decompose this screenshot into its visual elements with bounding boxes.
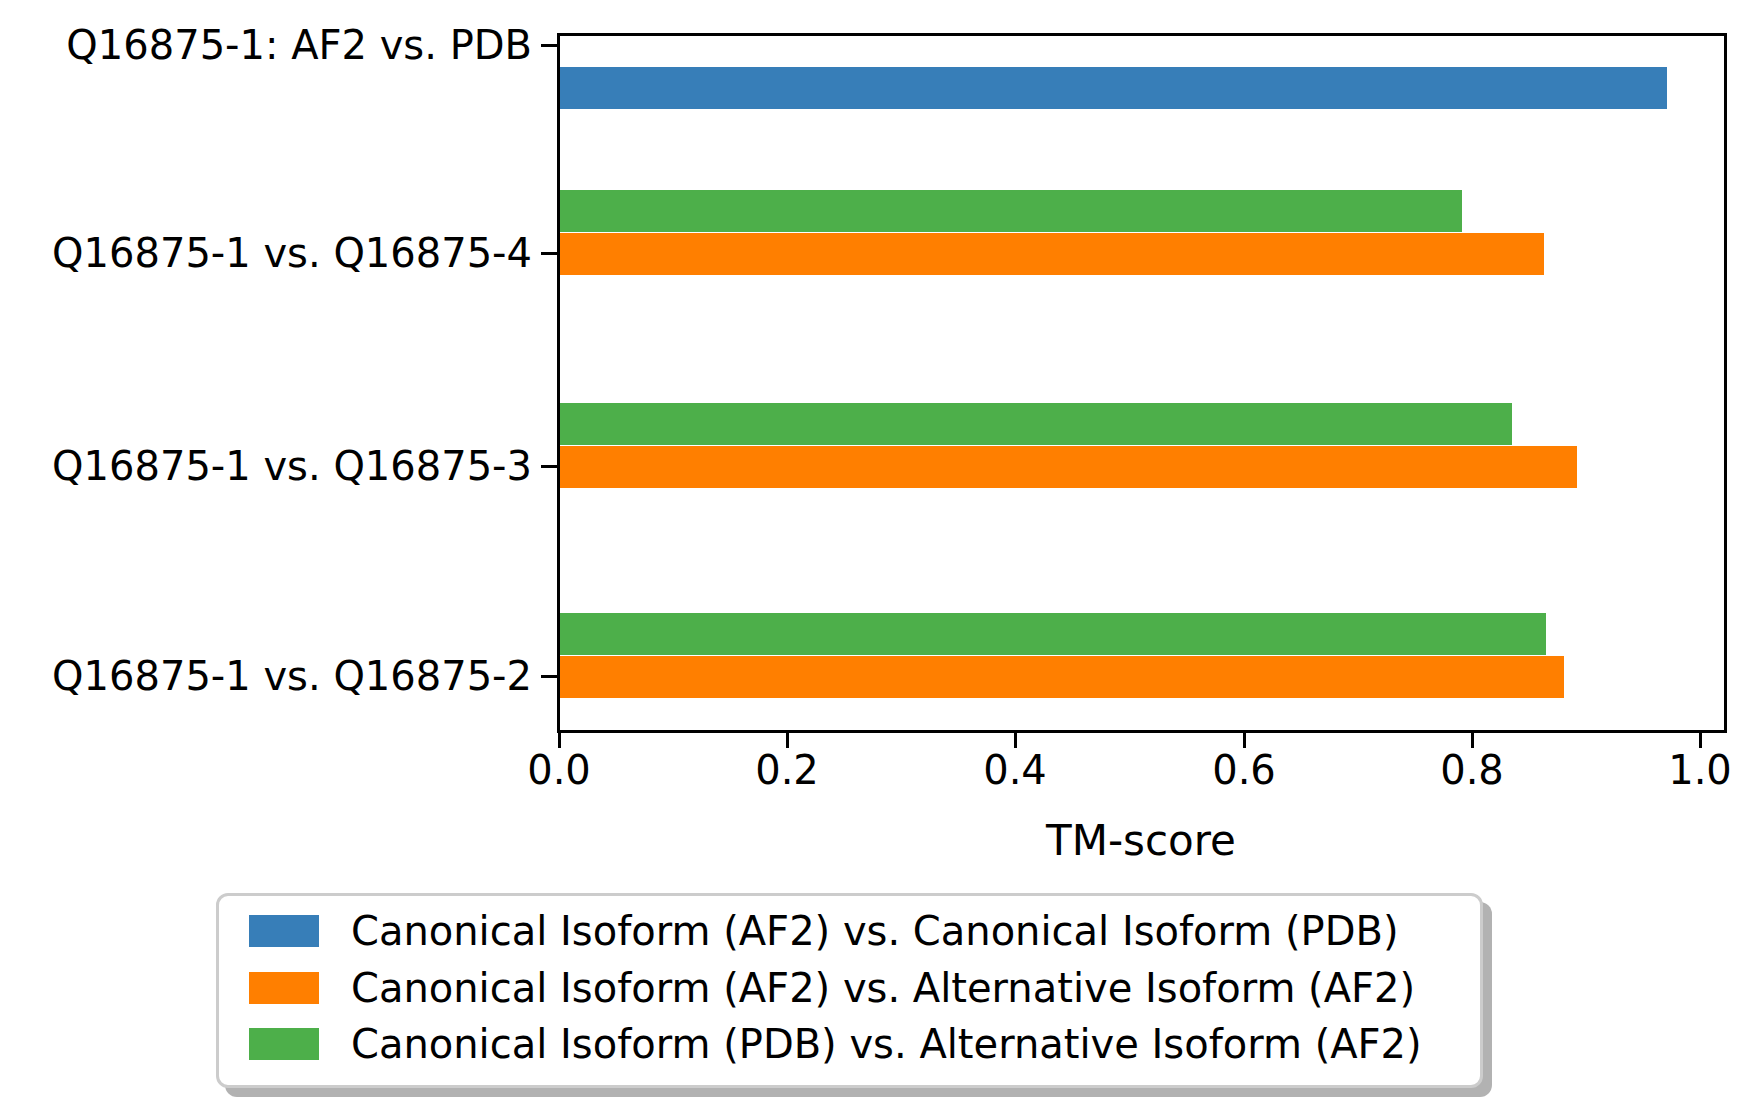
bar-3-series-1 xyxy=(559,656,1564,698)
x-axis-tick-label: 0.4 xyxy=(945,747,1085,793)
legend-swatch-icon xyxy=(249,972,319,1004)
x-axis-tick-label: 0.2 xyxy=(717,747,857,793)
legend-entry: Canonical Isoform (AF2) vs. Alternative … xyxy=(219,967,1480,1009)
legend-label: Canonical Isoform (AF2) vs. Canonical Is… xyxy=(351,910,1399,952)
x-axis-tick-label: 0.0 xyxy=(489,747,629,793)
x-tick-mark xyxy=(786,731,789,748)
bar-2-series-1 xyxy=(559,446,1577,488)
y-axis-category-label: Q16875-1: AF2 vs. PDB xyxy=(0,20,532,70)
x-tick-mark xyxy=(1014,731,1017,748)
x-axis-tick-label: 1.0 xyxy=(1630,747,1760,793)
y-axis-category-label: Q16875-1 vs. Q16875-4 xyxy=(0,228,532,278)
x-axis-tick-label: 0.6 xyxy=(1174,747,1314,793)
legend-label: Canonical Isoform (PDB) vs. Alternative … xyxy=(351,1023,1422,1065)
figure: Q16875-1: AF2 vs. PDB Q16875-1 vs. Q16875… xyxy=(0,0,1760,1119)
x-tick-mark xyxy=(1699,731,1702,748)
bar-1-series-1 xyxy=(559,233,1544,275)
x-tick-mark xyxy=(558,731,561,748)
x-tick-mark xyxy=(1243,731,1246,748)
legend-swatch-icon xyxy=(249,1028,319,1060)
x-axis-title: TM-score xyxy=(559,816,1723,865)
y-tick-mark xyxy=(541,675,558,678)
legend-label: Canonical Isoform (AF2) vs. Alternative … xyxy=(351,967,1415,1009)
x-axis-tick-label: 0.8 xyxy=(1402,747,1542,793)
plot-area xyxy=(559,35,1723,729)
bar-0-series-0 xyxy=(559,67,1667,109)
bar-1-series-2 xyxy=(559,190,1462,232)
legend: Canonical Isoform (AF2) vs. Canonical Is… xyxy=(216,893,1483,1088)
y-tick-mark xyxy=(541,252,558,255)
y-axis-category-label: Q16875-1 vs. Q16875-2 xyxy=(0,651,532,701)
y-axis-category-label: Q16875-1 vs. Q16875-3 xyxy=(0,441,532,491)
x-tick-mark xyxy=(1471,731,1474,748)
y-tick-mark xyxy=(541,44,558,47)
bar-2-series-2 xyxy=(559,403,1512,445)
y-tick-mark xyxy=(541,465,558,468)
bar-3-series-2 xyxy=(559,613,1546,655)
legend-entry: Canonical Isoform (PDB) vs. Alternative … xyxy=(219,1023,1480,1065)
legend-swatch-icon xyxy=(249,915,319,947)
legend-entry: Canonical Isoform (AF2) vs. Canonical Is… xyxy=(219,910,1480,952)
